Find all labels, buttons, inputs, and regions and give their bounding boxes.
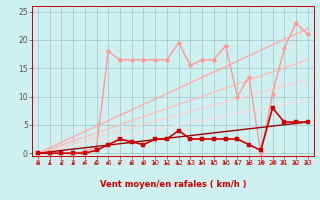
X-axis label: Vent moyen/en rafales ( km/h ): Vent moyen/en rafales ( km/h ) [100, 180, 246, 189]
